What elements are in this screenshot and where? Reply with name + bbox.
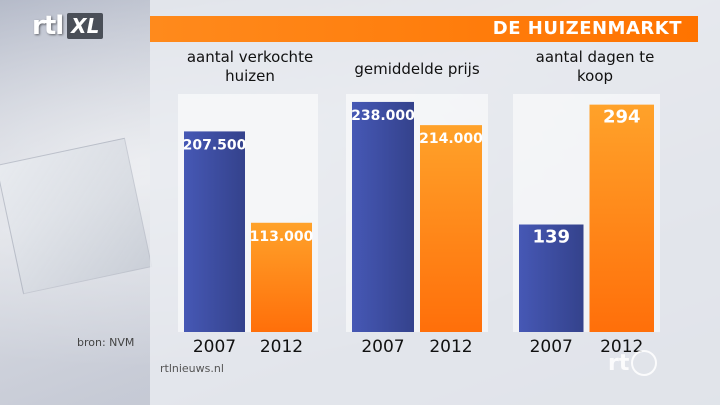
- rtl-watermark-logo: rt: [608, 350, 658, 376]
- logo-xl-text: XL: [67, 13, 104, 39]
- chart-title-2: gemiddelde prijs: [354, 60, 480, 78]
- page-title: DE HUIZENMARKT: [492, 18, 682, 39]
- chart-3-value-label-2012: 294: [603, 107, 641, 128]
- chart-2-year-label-2007: 2007: [361, 337, 404, 357]
- chart-2-value-label-2012: 214.000: [419, 131, 483, 147]
- chart-2-value-label-2007: 238.000: [351, 108, 415, 124]
- chart-1-year-label-2007: 2007: [193, 337, 236, 357]
- source-note: bron: NVM: [77, 336, 135, 349]
- website-url: rtlnieuws.nl: [160, 362, 224, 375]
- chart-3-value-label-2007: 139: [532, 227, 570, 248]
- chart-1-bar-2012: [251, 222, 312, 332]
- chart-1-value-label-2012: 113.000: [250, 229, 314, 245]
- chart-3-bar-2012: [589, 104, 654, 332]
- title-bar: DE HUIZENMARKT: [150, 16, 698, 42]
- chart-title-1: aantal verkochte huizen: [186, 48, 314, 85]
- logo-rtl-text: rtl: [32, 11, 64, 41]
- watermark-circle-icon: [631, 350, 658, 376]
- chart-2-year-label-2012: 2012: [429, 337, 472, 357]
- chart-3-year-label-2007: 2007: [530, 337, 573, 357]
- rtl-xl-logo: rtl XL: [32, 8, 104, 44]
- chart-3-year-label-2012: 2012: [600, 337, 643, 357]
- chart-1-bar-2007: [184, 131, 245, 332]
- watermark-text: rt: [608, 350, 630, 376]
- chart-1-value-label-2007: 207.500: [183, 137, 247, 153]
- chart-2-bar-2012: [420, 125, 482, 332]
- chart-1-year-label-2012: 2012: [260, 337, 303, 357]
- chart-title-3: aantal dagen te koop: [535, 48, 655, 85]
- chart-3-bar-2007: [519, 224, 584, 332]
- chart-2-bar-2007: [352, 101, 414, 332]
